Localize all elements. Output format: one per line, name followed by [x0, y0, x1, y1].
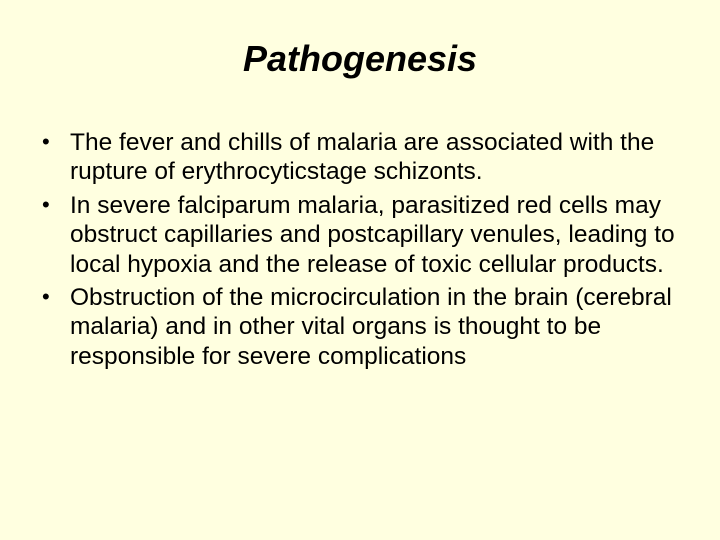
- bullet-list: The fever and chills of malaria are asso…: [36, 128, 690, 371]
- list-item: In severe falciparum malaria, parasitize…: [36, 191, 690, 279]
- slide: Pathogenesis The fever and chills of mal…: [0, 0, 720, 540]
- list-item: Obstruction of the microcirculation in t…: [36, 283, 690, 371]
- slide-title: Pathogenesis: [30, 38, 690, 80]
- list-item: The fever and chills of malaria are asso…: [36, 128, 690, 187]
